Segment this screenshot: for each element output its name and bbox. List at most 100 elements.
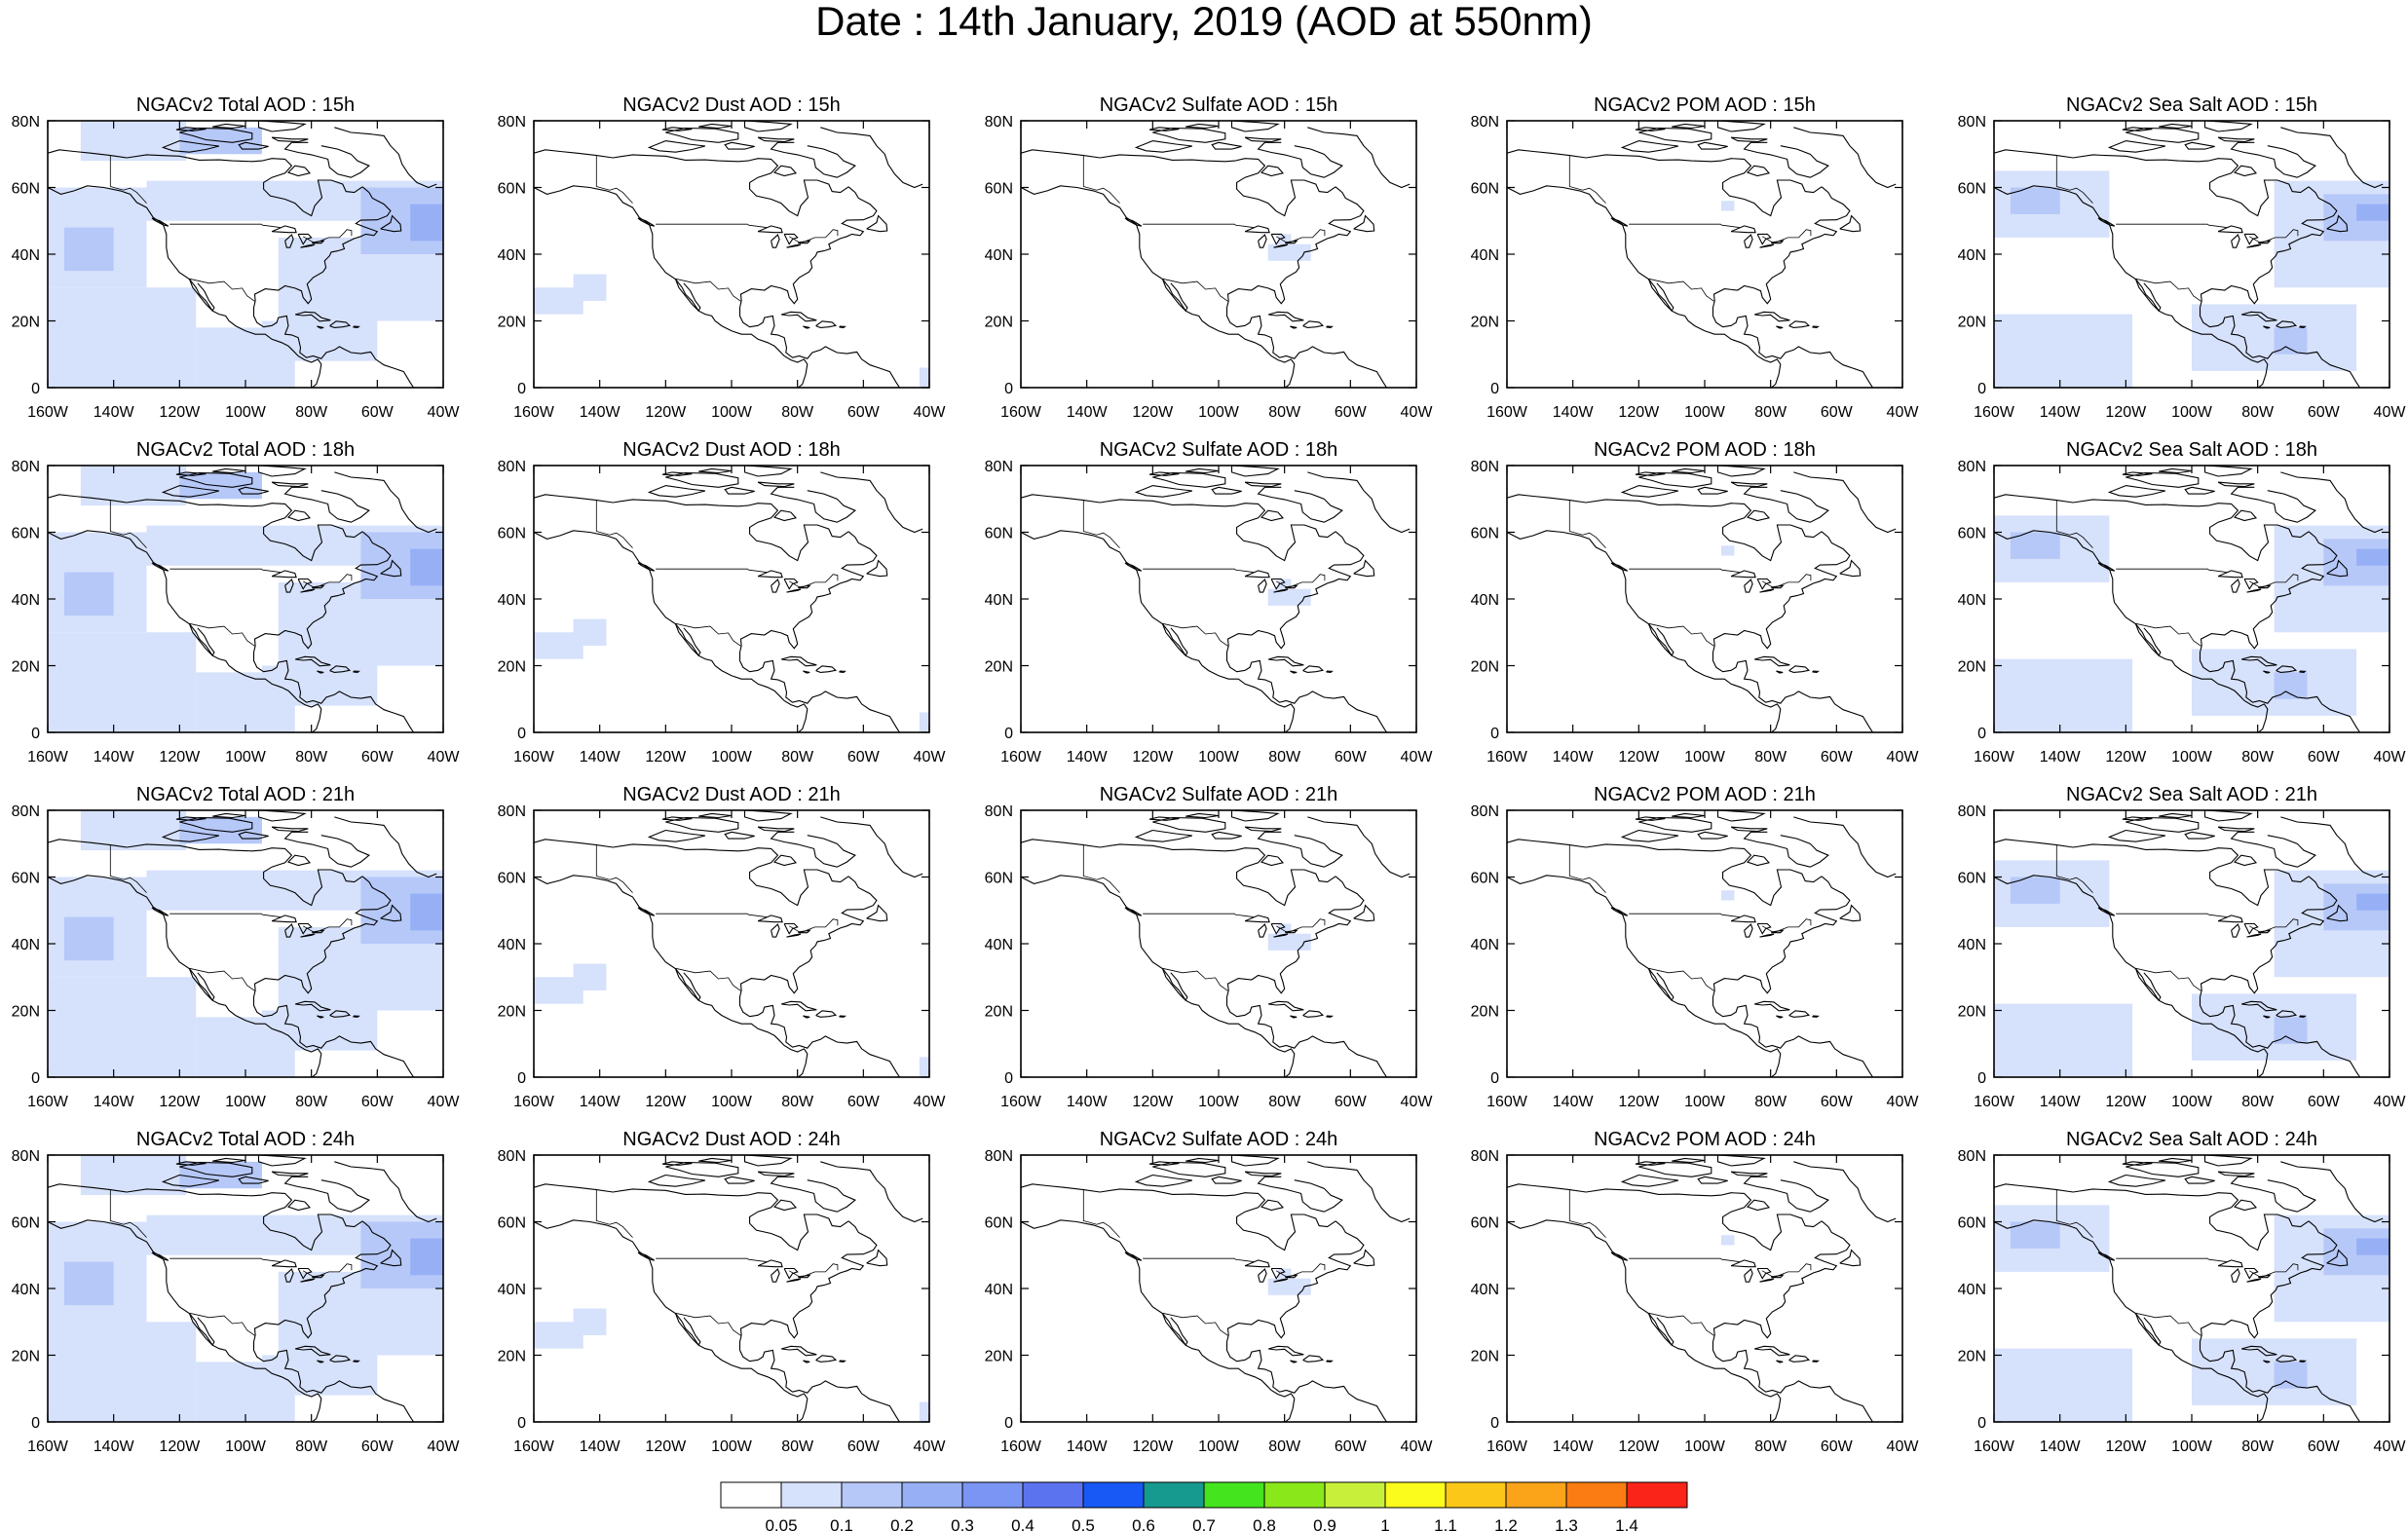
coastline (2200, 186, 2338, 305)
x-tick-label: 80W (1268, 404, 1301, 421)
coastline (2217, 1259, 2243, 1268)
coastline (329, 320, 352, 328)
aod-shading (63, 1261, 114, 1306)
coastline (1730, 225, 1756, 234)
coastline (2134, 623, 2162, 657)
aod-shading (48, 287, 197, 388)
coastline (2240, 1000, 2277, 1012)
coastline (271, 826, 309, 833)
political-border (2135, 1312, 2201, 1336)
colorbar-swatch (1384, 1481, 1447, 1509)
y-tick-label: 80N (12, 803, 40, 820)
political-border (2248, 1263, 2299, 1279)
coastline (757, 1171, 795, 1177)
y-tick-label: 40N (985, 1282, 1013, 1298)
coastline (2243, 1267, 2259, 1280)
political-border (788, 918, 839, 934)
x-tick-label: 160W (1486, 1438, 1528, 1455)
x-tick-label: 140W (1553, 1094, 1595, 1110)
coastline (2126, 1161, 2200, 1177)
x-tick-label: 140W (580, 749, 621, 766)
y-tick-label: 60N (985, 526, 1013, 542)
coastline (2231, 579, 2240, 593)
coastline (2134, 968, 2162, 1002)
coastline (271, 1259, 297, 1268)
coastline (1788, 1355, 1811, 1363)
coastline (1610, 217, 1629, 227)
coastline (2159, 1157, 2193, 1164)
coastline (188, 279, 215, 313)
map-panel: NGACv2 Dust AOD : 15h 160W 140W 120W 100W 80W… (498, 94, 947, 421)
coastline (757, 570, 783, 579)
x-tick-label: 120W (159, 404, 201, 421)
x-tick-label: 40W (1401, 1094, 1434, 1110)
coastline (2280, 471, 2384, 534)
coastline (839, 325, 847, 328)
coastline (1257, 831, 1343, 868)
coastline (1302, 1355, 1325, 1363)
political-border (1761, 574, 1812, 589)
aod-shading (1267, 588, 1311, 606)
coastline (212, 812, 246, 819)
map-panel: NGACv2 Dust AOD : 18h 160W 140W 120W 100W 80W… (498, 439, 947, 766)
x-tick-label: 60W (2308, 1094, 2341, 1110)
political-border (2248, 918, 2299, 934)
political-border (2055, 844, 2093, 893)
map-panel: NGACv2 Total AOD : 15h 160W 140W 120W 100W 80… (12, 94, 461, 421)
coastline (1244, 225, 1270, 234)
y-tick-label: 0 (31, 381, 40, 397)
coastline (2280, 816, 2384, 878)
y-tick-label: 80N (985, 114, 1013, 131)
x-tick-label: 80W (295, 749, 328, 766)
y-tick-label: 60N (1471, 1215, 1499, 1232)
x-tick-label: 120W (2105, 1094, 2147, 1110)
coastline (1244, 481, 1282, 488)
coastline (1759, 243, 1775, 248)
x-tick-label: 60W (361, 1438, 395, 1455)
colorbar-swatch (1203, 1481, 1265, 1509)
coastline (1697, 1176, 1728, 1184)
coastline (1716, 466, 1766, 477)
coastline (2107, 829, 2166, 842)
coastline (1712, 300, 1873, 388)
coastline (2134, 279, 2162, 313)
coastline (1185, 812, 1220, 819)
x-tick-label: 60W (847, 749, 881, 766)
political-border (1143, 1257, 1255, 1262)
political-border (675, 278, 741, 302)
political-border (1162, 622, 1228, 647)
coastline (2184, 486, 2215, 495)
y-tick-label: 80N (498, 114, 526, 131)
coastline (2184, 141, 2215, 150)
coastline (1756, 233, 1772, 245)
political-border (675, 622, 741, 647)
political-border (189, 1312, 255, 1336)
coastline (1635, 127, 1666, 131)
coastline (212, 1157, 246, 1164)
political-border (1568, 1189, 1606, 1238)
aod-shading (63, 916, 114, 961)
x-tick-label: 160W (27, 404, 69, 421)
coastline (1788, 1010, 1811, 1018)
coastline (1730, 1171, 1768, 1177)
coastline (1148, 1161, 1180, 1166)
coastline (1273, 1278, 1289, 1283)
coastline (1270, 578, 1286, 590)
coastline (772, 165, 798, 177)
coastline (2126, 816, 2200, 833)
coastline (1021, 530, 1296, 732)
map-panel: NGACv2 Total AOD : 24h 160W 140W 120W 100W 80… (12, 1129, 461, 1455)
coastline (175, 127, 207, 131)
coastline (2107, 1174, 2166, 1187)
aod-shading (919, 367, 929, 388)
x-tick-label: 80W (2241, 1438, 2275, 1455)
x-tick-label: 100W (2171, 1438, 2213, 1455)
coastline (1507, 530, 1782, 732)
x-tick-label: 120W (2105, 1438, 2147, 1455)
y-tick-label: 80N (1471, 803, 1499, 820)
panel-title: NGACv2 Sulfate AOD : 15h (1100, 94, 1338, 116)
y-tick-label: 40N (12, 247, 40, 264)
coastline (839, 1360, 847, 1363)
x-tick-label: 40W (1401, 1438, 1434, 1455)
coastline (1812, 325, 1820, 328)
